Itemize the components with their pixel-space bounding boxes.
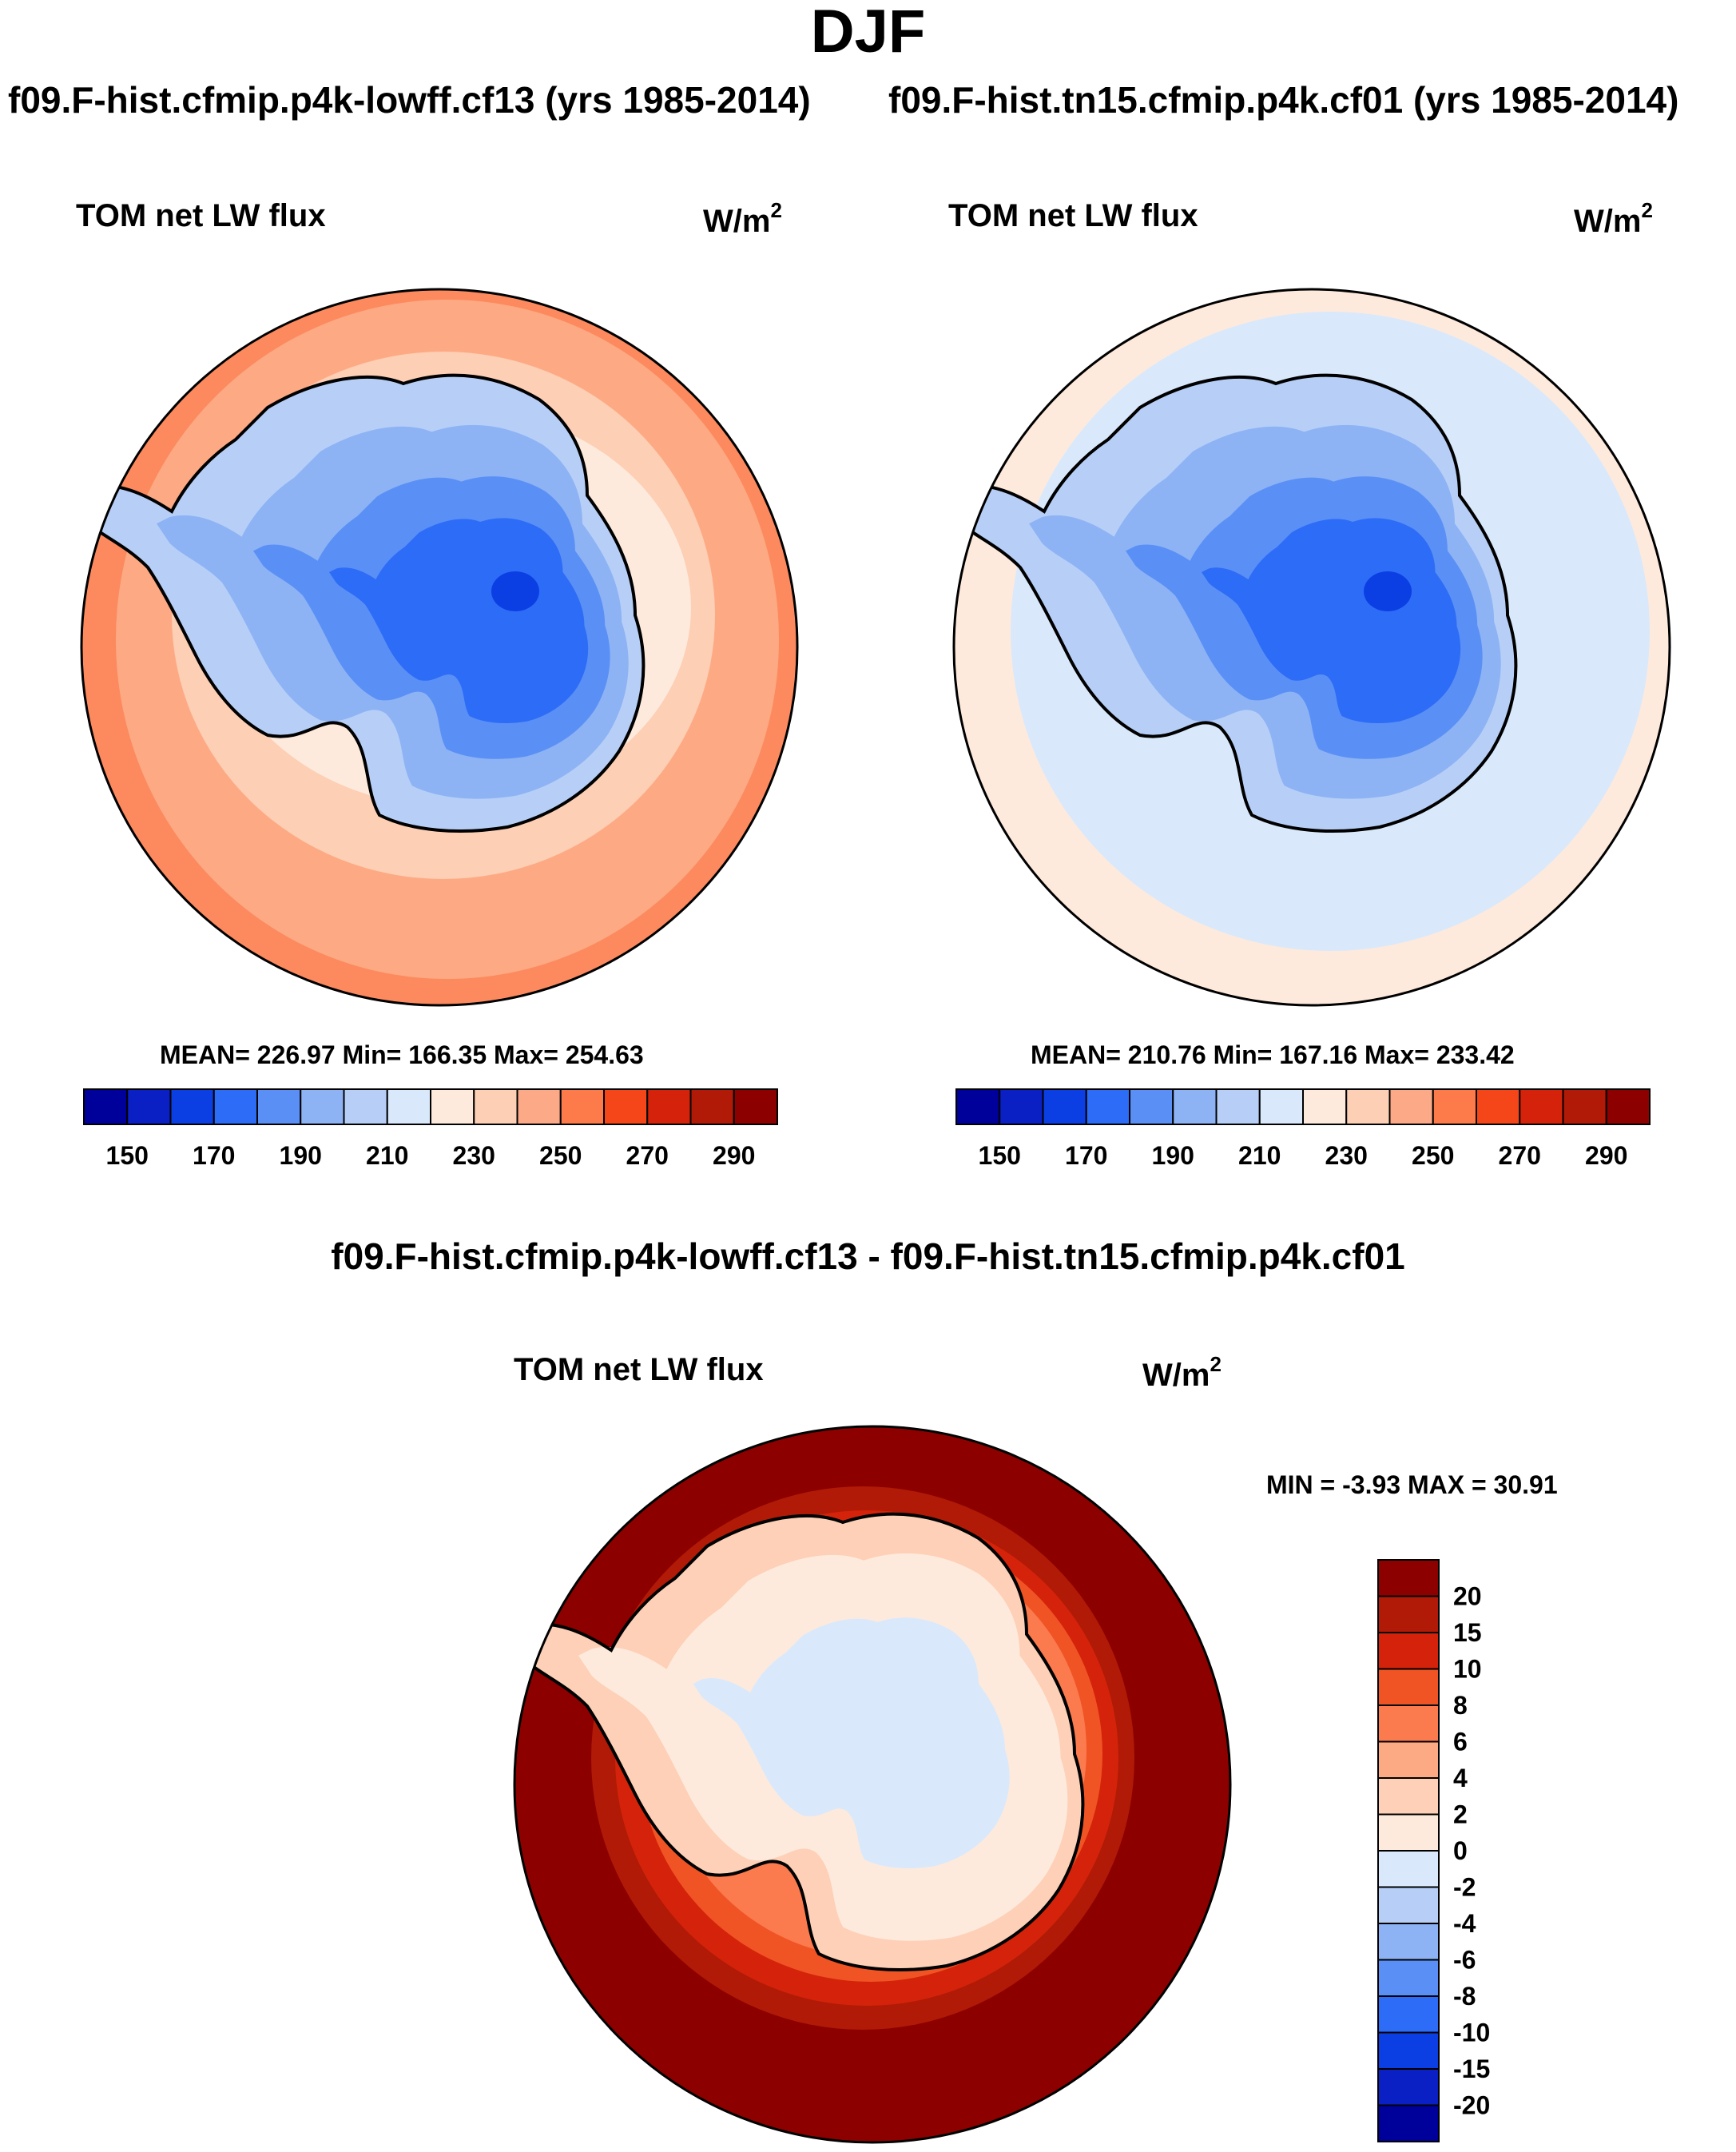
difference-variable: TOM net LW flux	[514, 1352, 764, 1387]
colorbar-diff-swatch-8	[1377, 1850, 1440, 1888]
colorbar-a-swatch-1	[126, 1088, 172, 1125]
panel-a-stats: MEAN= 226.97 Min= 166.35 Max= 254.63	[160, 1040, 644, 1069]
colorbar-b-tick-label: 210	[1238, 1141, 1281, 1170]
colorbar-diff-swatch-9	[1377, 1886, 1440, 1924]
colorbar-b-swatch-3	[1085, 1088, 1130, 1125]
colorbar-b-swatch-11	[1432, 1088, 1477, 1125]
colorbar-b-swatch-12	[1476, 1088, 1521, 1125]
map-panel-b	[954, 289, 1670, 1005]
colorbar-panel-b: 150 170 190 210 230 250 270 290	[955, 1088, 1651, 1170]
colorbar-b-swatch-14	[1562, 1088, 1607, 1125]
colorbar-diff-tick-label: -4	[1453, 1909, 1476, 1938]
colorbar-b-swatch-2	[1042, 1088, 1087, 1125]
colorbar-diff-tick-label: -10	[1453, 2019, 1490, 2047]
panel-b-stats: MEAN= 210.76 Min= 167.16 Max= 233.42	[1031, 1040, 1515, 1069]
colorbar-b-tick-label: 190	[1152, 1141, 1194, 1170]
colorbar-diff-tick-label: -8	[1453, 1982, 1476, 2011]
panel-a-units: W/m2	[703, 198, 782, 239]
colorbar-a-swatch-5	[300, 1088, 345, 1125]
colorbar-b-swatch-0	[955, 1088, 1001, 1125]
colorbar-diff-tick-label: 20	[1453, 1582, 1482, 1611]
colorbar-diff-swatch-0	[1377, 1559, 1440, 1597]
colorbar-diff-tick-label: -2	[1453, 1873, 1476, 1902]
run-a-title: f09.F-hist.cfmip.p4k-lowff.cf13 (yrs 198…	[8, 79, 811, 121]
colorbar-panel-a: 150 170 190 210 230 250 270 290	[83, 1088, 778, 1170]
colorbar-b-swatch-5	[1172, 1088, 1218, 1125]
map-panel-a	[81, 289, 797, 1005]
colorbar-diff-tick-label: -15	[1453, 2055, 1490, 2083]
colorbar-diff-swatch-3	[1377, 1668, 1440, 1706]
colorbar-diff-tick-label: -6	[1453, 1946, 1476, 1975]
difference-units: W/m2	[1142, 1352, 1222, 1393]
colorbar-a-tick-label: 190	[280, 1141, 322, 1170]
colorbar-a-swatch-6	[343, 1088, 388, 1125]
colorbar-a-tick-label: 270	[626, 1141, 669, 1170]
colorbar-a-tick-label: 210	[366, 1141, 408, 1170]
colorbar-b-tick-label: 270	[1499, 1141, 1541, 1170]
colorbar-diff-swatch-7	[1377, 1813, 1440, 1852]
colorbar-b-tick-label: 290	[1585, 1141, 1627, 1170]
colorbar-diff-swatch-10	[1377, 1923, 1440, 1961]
colorbar-a-swatch-7	[386, 1088, 431, 1125]
colorbar-diff-swatch-12	[1377, 1995, 1440, 2034]
colorbar-diff-tick-label: 2	[1453, 1800, 1468, 1829]
colorbar-b-swatch-13	[1519, 1088, 1564, 1125]
colorbar-diff-tick-label: 15	[1453, 1618, 1482, 1647]
colorbar-a-tick-label: 170	[193, 1141, 235, 1170]
panel-b-units: W/m2	[1574, 198, 1653, 239]
panel-b-variable: TOM net LW flux	[948, 198, 1198, 233]
colorbar-a-swatch-2	[169, 1088, 215, 1125]
colorbar-a-swatch-11	[559, 1088, 605, 1125]
colorbar-diff-swatch-14	[1377, 2068, 1440, 2106]
colorbar-a-swatch-3	[213, 1088, 258, 1125]
colorbar-b-tick-label: 170	[1065, 1141, 1107, 1170]
colorbar-a-swatch-4	[256, 1088, 302, 1125]
colorbar-diff-tick-label: 0	[1453, 1836, 1468, 1865]
colorbar-diff-tick-label: 10	[1453, 1655, 1482, 1684]
colorbar-diff-tick-label: 4	[1453, 1764, 1468, 1792]
colorbar-a-swatch-10	[516, 1088, 562, 1125]
colorbar-a-tick-label: 250	[539, 1141, 582, 1170]
colorbar-b-swatch-6	[1215, 1088, 1261, 1125]
colorbar-b-swatch-8	[1302, 1088, 1348, 1125]
colorbar-diff-swatch-5	[1377, 1740, 1440, 1779]
colorbar-diff-swatch-15	[1377, 2104, 1440, 2142]
colorbar-a-swatch-8	[430, 1088, 475, 1125]
colorbar-b-swatch-4	[1129, 1088, 1174, 1125]
colorbar-diff-tick-label: 8	[1453, 1691, 1468, 1720]
figure-title: DJF	[810, 0, 926, 66]
colorbar-b-swatch-7	[1258, 1088, 1304, 1125]
colorbar-a-tick-label: 230	[453, 1141, 495, 1170]
colorbar-diff-swatch-13	[1377, 2031, 1440, 2070]
colorbar-b-tick-label: 250	[1412, 1141, 1454, 1170]
colorbar-a-swatch-12	[603, 1088, 649, 1125]
colorbar-a-tick-label: 150	[106, 1141, 149, 1170]
colorbar-b-swatch-9	[1345, 1088, 1391, 1125]
run-b-title: f09.F-hist.tn15.cfmip.p4k.cf01 (yrs 1985…	[888, 79, 1679, 121]
map-panel-difference	[514, 1426, 1230, 2142]
colorbar-diff-swatch-1	[1377, 1595, 1440, 1633]
colorbar-a-swatch-9	[473, 1088, 518, 1125]
colorbar-a-tick-label: 290	[713, 1141, 755, 1170]
colorbar-diff-swatch-6	[1377, 1777, 1440, 1816]
panel-a-variable: TOM net LW flux	[76, 198, 326, 233]
colorbar-b-swatch-15	[1605, 1088, 1651, 1125]
colorbar-diff-swatch-11	[1377, 1959, 1440, 1997]
colorbar-b-swatch-1	[999, 1088, 1044, 1125]
colorbar-diff-swatch-2	[1377, 1632, 1440, 1670]
colorbar-diff-swatch-4	[1377, 1704, 1440, 1743]
difference-title: f09.F-hist.cfmip.p4k-lowff.cf13 - f09.F-…	[331, 1235, 1405, 1277]
colorbar-a-swatch-13	[646, 1088, 692, 1125]
colorbar-diff-tick-label: -20	[1453, 2091, 1490, 2120]
colorbar-b-swatch-10	[1388, 1088, 1434, 1125]
difference-stats: MIN = -3.93 MAX = 30.91	[1266, 1470, 1558, 1499]
colorbar-b-tick-label: 230	[1325, 1141, 1368, 1170]
colorbar-a-swatch-0	[83, 1088, 129, 1125]
colorbar-b-tick-label: 150	[979, 1141, 1021, 1170]
colorbar-a-swatch-14	[689, 1088, 735, 1125]
colorbar-a-swatch-15	[733, 1088, 778, 1125]
colorbar-diff-tick-label: 6	[1453, 1728, 1468, 1756]
